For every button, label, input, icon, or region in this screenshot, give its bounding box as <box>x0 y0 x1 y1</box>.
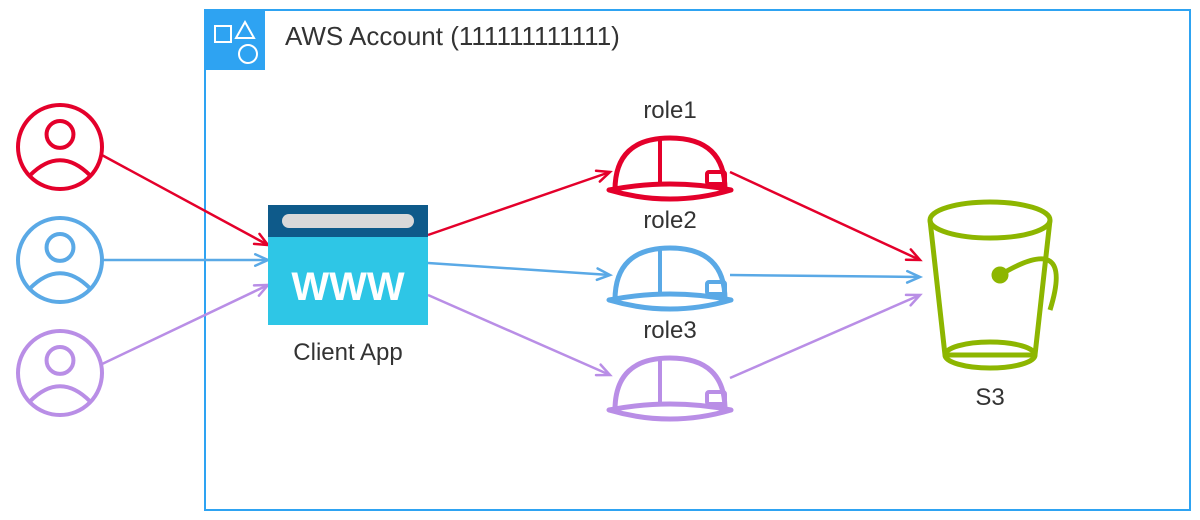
edge-client_app-role1 <box>428 171 610 235</box>
edge-client_app-role3 <box>428 295 610 375</box>
role2-icon <box>609 248 731 309</box>
edge-role2-s3 <box>730 271 920 282</box>
client-app-icon: WWW <box>268 205 428 325</box>
client-app-label: Client App <box>293 339 402 366</box>
edges <box>100 154 920 378</box>
account-title: AWS Account (111111111111) <box>285 21 620 51</box>
user-red-icon <box>18 105 102 189</box>
role2-label: role2 <box>643 207 696 234</box>
edge-user_purple-client_app <box>100 285 268 365</box>
edge-role1-s3 <box>730 172 920 260</box>
role3-icon <box>609 358 731 419</box>
edge-user_red-client_app <box>100 154 268 245</box>
user-purple-icon <box>18 331 102 415</box>
edge-client_app-role2 <box>428 263 610 280</box>
architecture-diagram: AWS Account (111111111111) WWW Client Ap… <box>0 0 1200 520</box>
user-blue-icon <box>18 218 102 302</box>
edge-role3-s3 <box>730 295 920 378</box>
role1-icon <box>609 138 731 199</box>
client-app-www: WWW <box>291 265 405 309</box>
edge-user_blue-client_app <box>103 254 268 265</box>
s3-label: S3 <box>975 384 1004 411</box>
s3-bucket-icon <box>930 202 1056 368</box>
role3-label: role3 <box>643 317 696 344</box>
role1-label: role1 <box>643 97 696 124</box>
